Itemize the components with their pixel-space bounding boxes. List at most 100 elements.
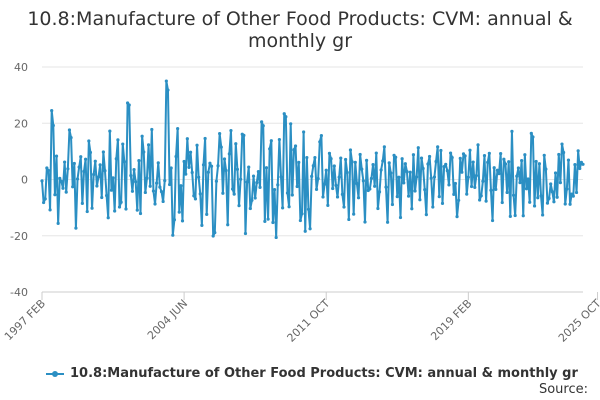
data-point[interactable] [77,165,81,169]
data-point[interactable] [398,215,403,220]
data-point[interactable] [381,159,385,163]
data-point[interactable] [389,171,393,175]
data-point[interactable] [427,154,432,159]
data-point[interactable] [458,156,462,161]
data-point[interactable] [547,196,551,200]
data-point[interactable] [117,205,122,209]
data-point[interactable] [67,128,72,132]
data-point[interactable] [134,180,138,184]
data-point[interactable] [72,161,76,166]
data-point[interactable] [476,143,480,147]
data-point[interactable] [116,138,120,142]
data-point[interactable] [53,193,57,197]
data-point[interactable] [500,200,504,205]
data-point[interactable] [276,183,280,187]
data-point[interactable] [103,169,107,173]
data-point[interactable] [536,196,540,200]
data-point[interactable] [563,202,567,206]
data-point[interactable] [98,163,102,167]
data-point[interactable] [489,188,493,192]
data-point[interactable] [205,212,209,216]
data-point[interactable] [247,165,251,169]
data-point[interactable] [385,220,390,224]
data-point[interactable] [295,184,299,189]
data-point[interactable] [187,165,191,170]
data-point[interactable] [50,108,54,113]
data-point[interactable] [552,200,556,204]
data-point[interactable] [484,199,488,203]
data-point[interactable] [129,173,133,178]
data-point[interactable] [263,219,267,224]
data-point[interactable] [82,169,86,173]
data-point[interactable] [75,177,80,181]
series-line[interactable] [41,80,584,239]
data-point[interactable] [269,139,273,143]
data-point[interactable] [63,160,67,164]
data-point[interactable] [113,209,117,213]
data-point[interactable] [169,166,173,170]
data-point[interactable] [101,150,105,154]
data-point[interactable] [361,179,365,183]
data-point[interactable] [92,172,96,177]
data-point[interactable] [499,152,503,156]
data-point[interactable] [345,170,349,175]
data-point[interactable] [285,191,290,195]
data-point[interactable] [405,170,409,174]
data-point[interactable] [177,210,181,214]
data-point[interactable] [264,166,269,170]
data-point[interactable] [95,184,99,188]
data-point[interactable] [59,179,63,184]
data-point[interactable] [549,182,553,186]
data-point[interactable] [515,174,519,178]
data-point[interactable] [69,135,73,140]
data-point[interactable] [553,171,558,175]
data-point[interactable] [124,207,128,211]
data-point[interactable] [221,191,225,195]
data-point[interactable] [197,175,201,179]
data-point[interactable] [510,129,514,134]
data-point[interactable] [369,176,374,180]
data-point[interactable] [130,189,135,193]
data-point[interactable] [408,170,412,174]
data-point[interactable] [457,198,461,202]
data-point[interactable] [176,126,180,131]
data-point[interactable] [395,195,399,199]
data-point[interactable] [468,148,472,152]
data-point[interactable] [571,194,575,198]
data-point[interactable] [85,209,89,214]
data-point[interactable] [179,184,183,188]
data-point[interactable] [424,213,428,217]
data-point[interactable] [282,112,286,116]
data-point[interactable] [353,160,357,164]
data-point[interactable] [167,182,172,187]
data-point[interactable] [43,197,47,201]
data-point[interactable] [394,155,398,159]
data-point[interactable] [109,188,114,192]
data-point[interactable] [555,195,559,199]
data-point[interactable] [206,170,210,174]
data-point[interactable] [324,168,328,172]
data-point[interactable] [505,190,509,195]
data-point[interactable] [261,124,265,128]
data-point[interactable] [368,187,372,191]
data-point[interactable] [230,187,235,191]
data-point[interactable] [51,123,55,128]
data-point[interactable] [440,201,445,206]
data-point[interactable] [550,190,554,194]
data-point[interactable] [436,145,440,149]
data-point[interactable] [237,204,241,208]
data-point[interactable] [292,148,296,152]
data-point[interactable] [216,164,220,168]
data-point[interactable] [90,206,94,210]
data-point[interactable] [310,174,314,179]
data-point[interactable] [161,199,165,204]
data-point[interactable] [350,160,354,164]
data-point[interactable] [581,162,585,166]
data-point[interactable] [497,171,501,176]
data-point[interactable] [127,103,131,107]
data-point[interactable] [495,168,500,172]
data-point[interactable] [342,205,346,209]
data-point[interactable] [318,140,322,144]
data-point[interactable] [518,180,522,185]
data-point[interactable] [80,201,84,206]
